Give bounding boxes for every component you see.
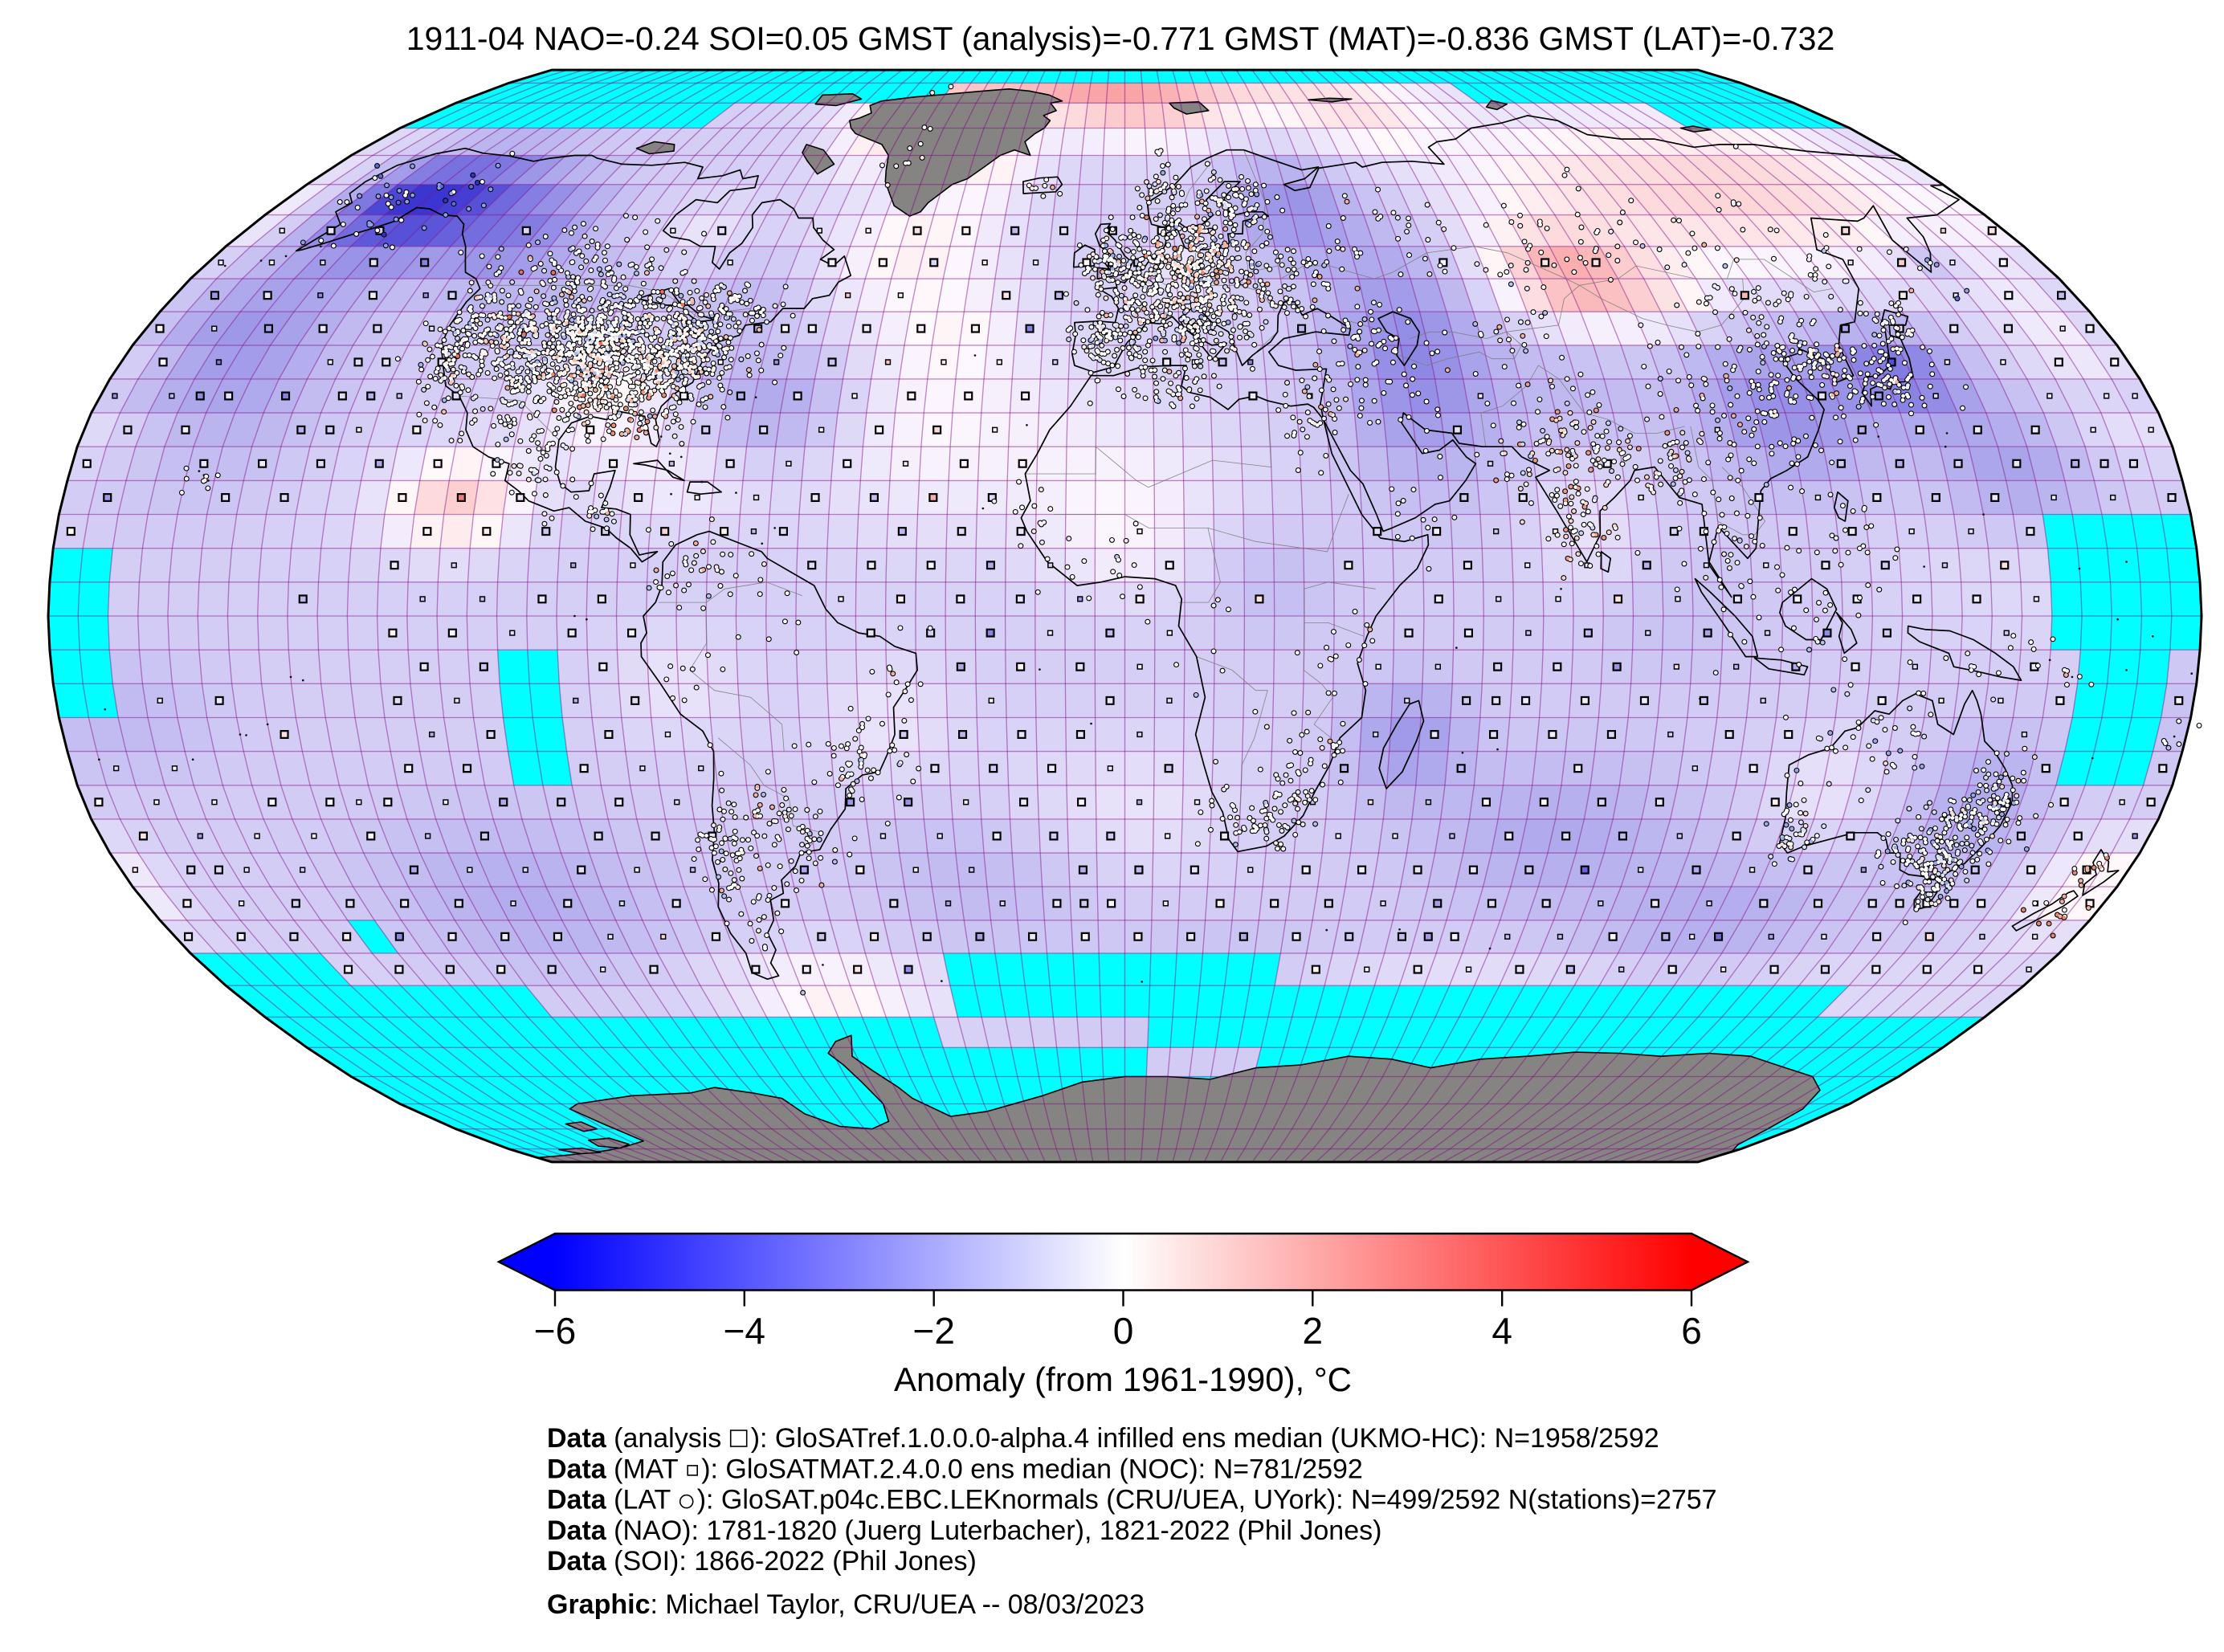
svg-text:Data: Data xyxy=(547,1515,607,1546)
svg-text:): GloSATMAT.2.4.0.0 ens media: ): GloSATMAT.2.4.0.0 ens median (NOC): N… xyxy=(701,1454,1363,1484)
svg-text:2: 2 xyxy=(1303,1310,1324,1352)
svg-text:(MAT: (MAT xyxy=(606,1454,686,1484)
svg-text:(analysis: (analysis xyxy=(606,1423,729,1454)
svg-text:Data: Data xyxy=(547,1423,607,1454)
svg-text:Data: Data xyxy=(547,1485,607,1515)
svg-text:: Michael Taylor, CRU/UEA -- 0: : Michael Taylor, CRU/UEA -- 08/03/2023 xyxy=(651,1589,1145,1620)
svg-text:(NAO): 1781-1820 (Juerg Luterb: (NAO): 1781-1820 (Juerg Luterbacher), 18… xyxy=(606,1515,1382,1546)
svg-text:Data: Data xyxy=(547,1454,607,1484)
svg-text:): GloSATref.1.0.0.0-alpha.4 i: ): GloSATref.1.0.0.0-alpha.4 infilled en… xyxy=(751,1423,1659,1454)
svg-text:−4: −4 xyxy=(724,1310,765,1352)
svg-text:1911-04 NAO=-0.24 SOI=0.05 GMS: 1911-04 NAO=-0.24 SOI=0.05 GMST (analysi… xyxy=(406,20,1835,57)
svg-text:Anomaly (from 1961-1990), °C: Anomaly (from 1961-1990), °C xyxy=(894,1360,1352,1398)
svg-text:Data: Data xyxy=(547,1546,607,1577)
svg-text:−6: −6 xyxy=(534,1310,576,1352)
svg-text:(LAT: (LAT xyxy=(606,1485,678,1515)
svg-text:0: 0 xyxy=(1113,1310,1134,1352)
svg-text:): GloSAT.p04c.EBC.LEKnormals: ): GloSAT.p04c.EBC.LEKnormals (CRU/UEA, … xyxy=(697,1485,1717,1515)
svg-text:(SOI): 1866-2022 (Phil Jones): (SOI): 1866-2022 (Phil Jones) xyxy=(606,1546,977,1577)
svg-text:−2: −2 xyxy=(912,1310,954,1352)
svg-text:Graphic: Graphic xyxy=(547,1589,650,1620)
svg-text:6: 6 xyxy=(1681,1310,1702,1352)
svg-text:4: 4 xyxy=(1492,1310,1512,1352)
